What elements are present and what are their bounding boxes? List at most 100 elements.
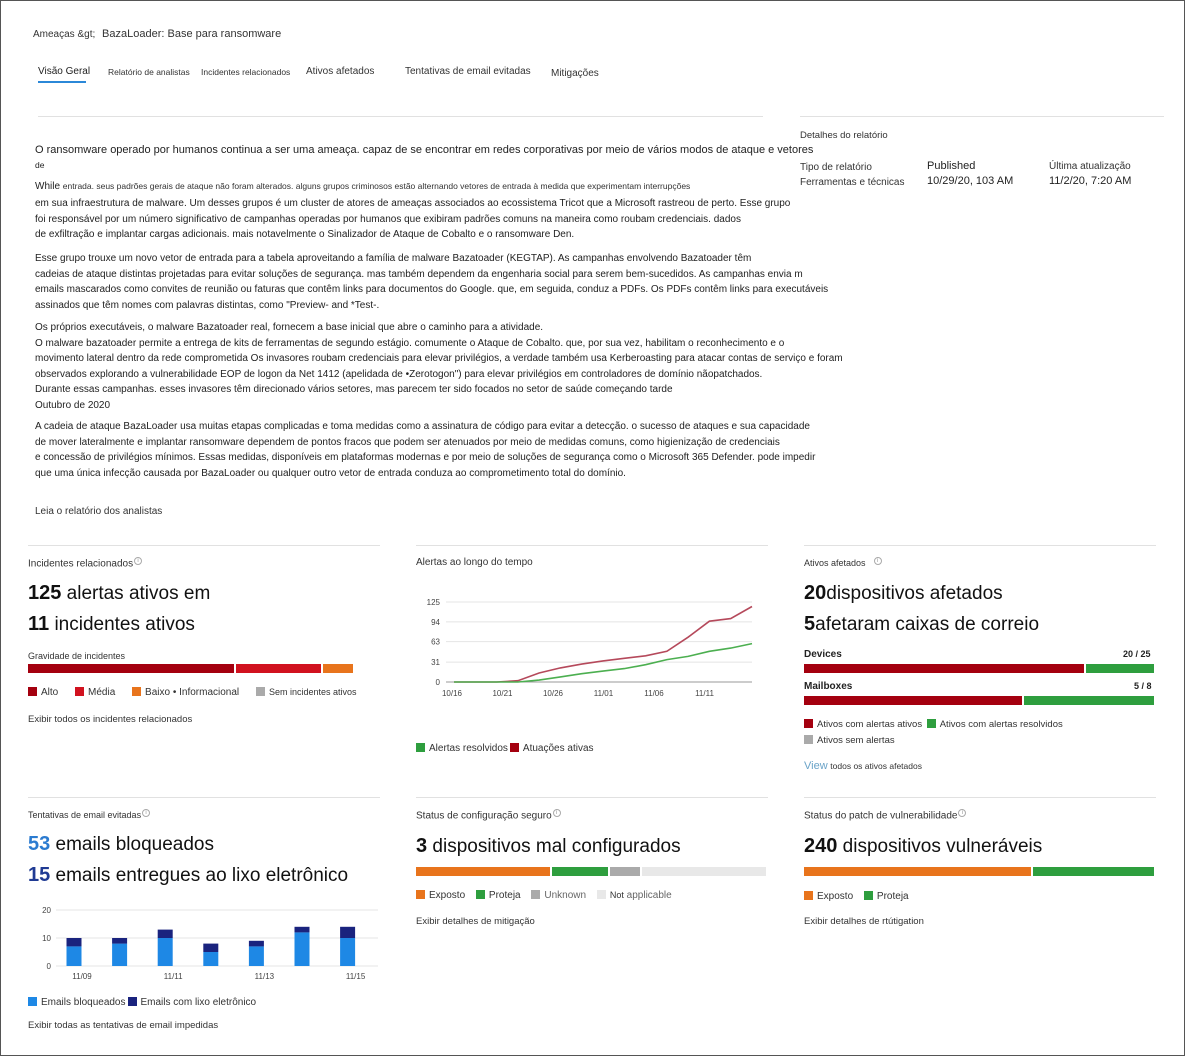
config-exposed-segment [416,867,550,876]
x-tick-label: 10/16 [442,689,463,698]
high-swatch [28,687,37,696]
active-tab-indicator [38,81,86,83]
emails-legend: Emails bloqueados Emails com lixo eletrôn… [28,997,256,1008]
card-divider [28,797,380,798]
mailboxes-label: Mailboxes [804,681,853,692]
exposed-swatch [804,891,813,900]
published-label: Published [927,160,976,172]
junk-bar [248,940,264,947]
tab-overview[interactable]: Visão Geral [38,66,91,77]
view-affected-assets-link[interactable]: View todos os ativos afetados [804,760,922,772]
blocked-bar [203,952,219,966]
overview-paragraph-4: A cadeia de ataque BazaLoader usa muitas… [35,421,816,479]
vuln-status-bar [804,867,1156,876]
details-divider [800,116,1164,117]
mailboxes-active-segment [804,696,1022,705]
protected-swatch [475,890,485,899]
blocked-emails-count: 53 emails bloqueados [28,833,214,855]
tab-analyst-report[interactable]: Relatório de analistas [108,67,190,77]
view-mitigation-details-link[interactable]: Exibir detalhes de mitigação [416,916,535,927]
x-tick-label: 11/01 [594,689,614,698]
breadcrumb: Ameaças &gt; BazaLoader: Base para ranso… [33,28,281,40]
x-tick-label: 11/11 [164,972,183,981]
updated-value: 11/2/20, 7:20 AM [1049,175,1132,187]
y-tick-label: 94 [431,618,440,627]
blocked-bar [157,938,173,966]
secure-config-title: Status de configuração seguro i [416,809,561,821]
y-tick-label: 0 [47,962,52,971]
tab-prevented-emails[interactable]: Tentativas de email evitadas [405,66,531,77]
active-incidents-count: 11 incidentes ativos [28,613,195,635]
info-icon: i [552,809,561,817]
report-details-heading: Detalhes do relatório [800,130,888,141]
affected-devices-count: 20dispositivos afetados [804,582,1003,604]
devices-bar [804,664,1156,673]
active-alerts-swatch [804,719,813,728]
vuln-patch-title: Status do patch de vulnerabilidade i [804,809,967,821]
devices-label: Devices [804,649,842,660]
overview-paragraph-1: O ransomware operado por humanos continu… [35,144,814,170]
view-vuln-mitigation-link[interactable]: Exibir detalhes de rtútigation [804,916,924,927]
y-tick-label: 63 [431,638,440,647]
tab-related-incidents[interactable]: Incidentes relacionados [201,67,291,77]
overview-paragraph-3: Os próprios executáveis, o malware Bazat… [35,322,843,411]
severity-bar [28,664,380,673]
config-protected-segment [552,867,608,876]
severity-label: Gravidade de incidentes [28,651,126,661]
blocked-bar [294,932,310,966]
x-tick-label: 11/13 [255,972,275,981]
mailboxes-bar [804,696,1156,705]
exposed-swatch [416,890,425,899]
read-analyst-report-link[interactable]: Leia o relatório dos analistas [35,506,163,517]
info-icon: i [142,809,151,817]
overview-paragraph-1-while: While entrada. seus padrões gerais de at… [35,181,691,192]
config-unknown-segment [610,867,640,876]
x-tick-label: 11/06 [644,689,664,698]
card-divider [804,797,1156,798]
tab-affected-assets[interactable]: Ativos afetados [306,66,375,77]
tab-mitigations[interactable]: Mitigações [551,68,599,79]
y-tick-label: 10 [42,934,51,943]
view-prevented-emails-link[interactable]: Exibir todas as tentativas de email impe… [28,1020,219,1031]
y-tick-label: 125 [427,598,441,607]
y-tick-label: 20 [42,906,51,915]
assets-legend-2: Ativos sem alertas [804,735,895,746]
alerts-legend: Alertas resolvidos Atuações ativas [416,743,594,754]
junk-bar [294,926,310,933]
mailboxes-resolved-segment [1024,696,1154,705]
junk-bar [66,938,82,947]
active-swatch [509,743,519,752]
published-value: 10/29/20, 103 AM [927,175,1014,187]
emails-bar-chart: 20 10 0 11/09 11/11 11/13 11/15 [42,906,378,981]
devices-resolved-segment [1086,664,1154,673]
affected-assets-title: Ativos afetados i [804,557,882,568]
info-icon: i [873,557,882,565]
view-related-incidents-link[interactable]: Exibir todos os incidentes relacionados [28,714,193,725]
severity-high-segment [28,664,234,673]
protected-swatch [863,891,873,900]
vuln-exposed-segment [804,867,1031,876]
blocked-swatch [28,997,37,1006]
no-alerts-swatch [804,735,813,744]
junk-bar [203,943,219,952]
x-tick-label: 10/26 [543,689,564,698]
vuln-legend: Exposto Proteja [804,891,909,902]
devices-ratio: 20 / 25 [1123,649,1151,659]
card-divider [804,545,1156,546]
medium-swatch [75,687,85,696]
devices-active-segment [804,664,1084,673]
blocked-bar [340,938,356,966]
vuln-protected-segment [1033,867,1154,876]
x-tick-label: 11/11 [695,689,714,698]
junk-bar [340,926,356,938]
resolved-alerts-line [454,642,753,683]
low-swatch [132,687,142,696]
breadcrumb-parent[interactable]: Ameaças &gt; [33,29,96,40]
active-alerts-count: 125 alertas ativos em [28,582,211,604]
misconfigured-devices-count: 3 dispositivos mal configurados [416,835,681,857]
affected-mailboxes-count: 5afetaram caixas de correio [804,613,1040,635]
updated-label: Última atualização [1049,161,1131,172]
blocked-bar [248,946,264,966]
mailboxes-ratio: 5 / 8 [1134,681,1152,691]
card-divider [28,545,380,546]
